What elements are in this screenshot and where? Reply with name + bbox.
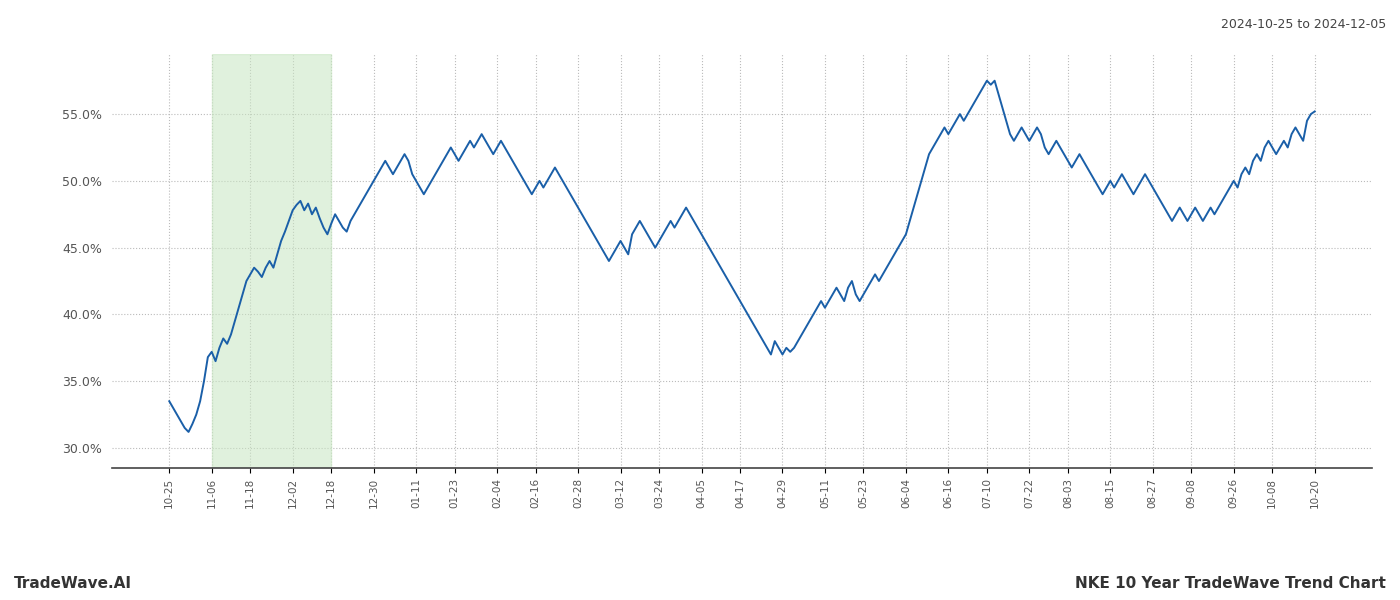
Text: 2024-10-25 to 2024-12-05: 2024-10-25 to 2024-12-05 (1221, 18, 1386, 31)
Text: TradeWave.AI: TradeWave.AI (14, 576, 132, 591)
Text: NKE 10 Year TradeWave Trend Chart: NKE 10 Year TradeWave Trend Chart (1075, 576, 1386, 591)
Bar (211, 54, 332, 468)
